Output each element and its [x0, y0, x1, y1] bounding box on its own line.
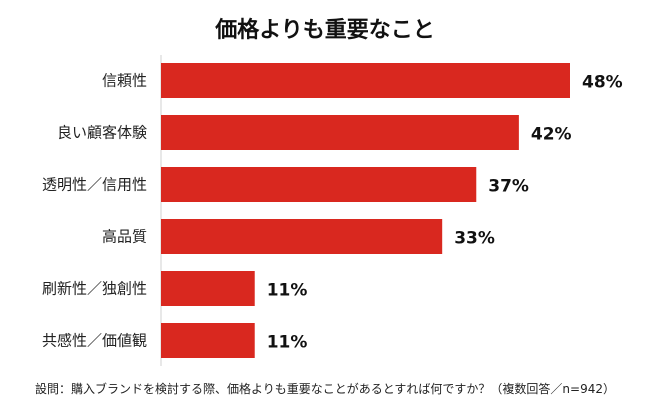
- category-label: 信頼性: [102, 72, 147, 90]
- category-label: 良い顧客体験: [57, 124, 147, 142]
- data-label: 42%: [531, 125, 572, 145]
- data-label: 11%: [267, 281, 308, 301]
- bar: [161, 219, 443, 254]
- category-label: 透明性／信用性: [42, 176, 147, 194]
- data-label: 33%: [454, 229, 495, 249]
- data-label: 48%: [582, 73, 623, 93]
- bar: [161, 323, 255, 358]
- category-label: 高品質: [102, 228, 147, 246]
- category-label: 刷新性／独創性: [42, 280, 147, 298]
- footnote: 設問：購入ブランドを検討する際、価格よりも重要なことがあるとすれば何ですか？（複…: [35, 382, 615, 396]
- chart-title: 価格よりも重要なこと: [215, 18, 435, 43]
- category-label: 共感性／価値観: [42, 332, 147, 350]
- data-label: 37%: [488, 177, 529, 197]
- data-label: 11%: [267, 333, 308, 353]
- bar: [161, 63, 570, 98]
- bar: [161, 115, 519, 150]
- bar: [161, 271, 255, 306]
- bar: [161, 167, 477, 202]
